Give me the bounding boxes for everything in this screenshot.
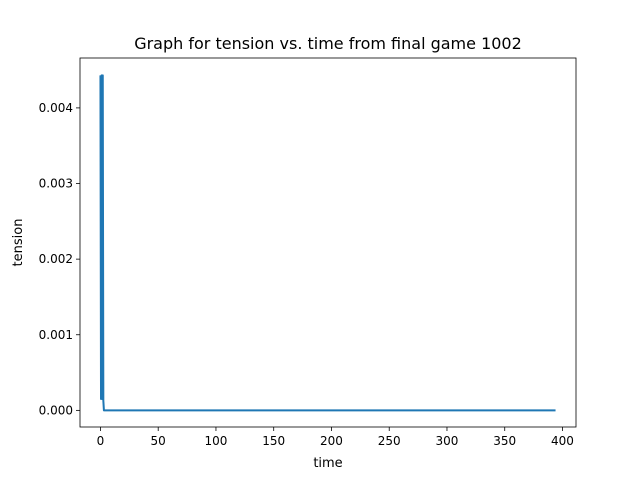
- y-tick-label: 0.002: [39, 252, 73, 266]
- y-tick-label: 0.000: [39, 403, 73, 417]
- x-tick-label: 50: [151, 434, 166, 448]
- series-line-0: [99, 74, 556, 412]
- x-tick-label: 100: [205, 434, 228, 448]
- y-axis-ticks: 0.000 0.001 0.002 0.003 0.004: [39, 101, 80, 417]
- y-axis-label: tension: [11, 219, 26, 267]
- chart-title: Graph for tension vs. time from final ga…: [134, 34, 522, 53]
- x-axis-ticks: 0 50 100 150 200 250 300 350 400: [97, 427, 574, 448]
- x-tick-label: 0: [97, 434, 105, 448]
- x-tick-label: 400: [551, 434, 574, 448]
- x-tick-label: 150: [262, 434, 285, 448]
- x-tick-label: 300: [436, 434, 459, 448]
- x-tick-label: 350: [493, 434, 516, 448]
- y-tick-label: 0.003: [39, 177, 73, 191]
- series-layer: [99, 74, 556, 412]
- plot-frame: [79, 57, 577, 428]
- x-tick-label: 250: [378, 434, 401, 448]
- x-tick-label: 200: [320, 434, 343, 448]
- x-axis-label: time: [313, 456, 342, 471]
- y-tick-label: 0.001: [39, 328, 73, 342]
- y-tick-label: 0.004: [39, 101, 73, 115]
